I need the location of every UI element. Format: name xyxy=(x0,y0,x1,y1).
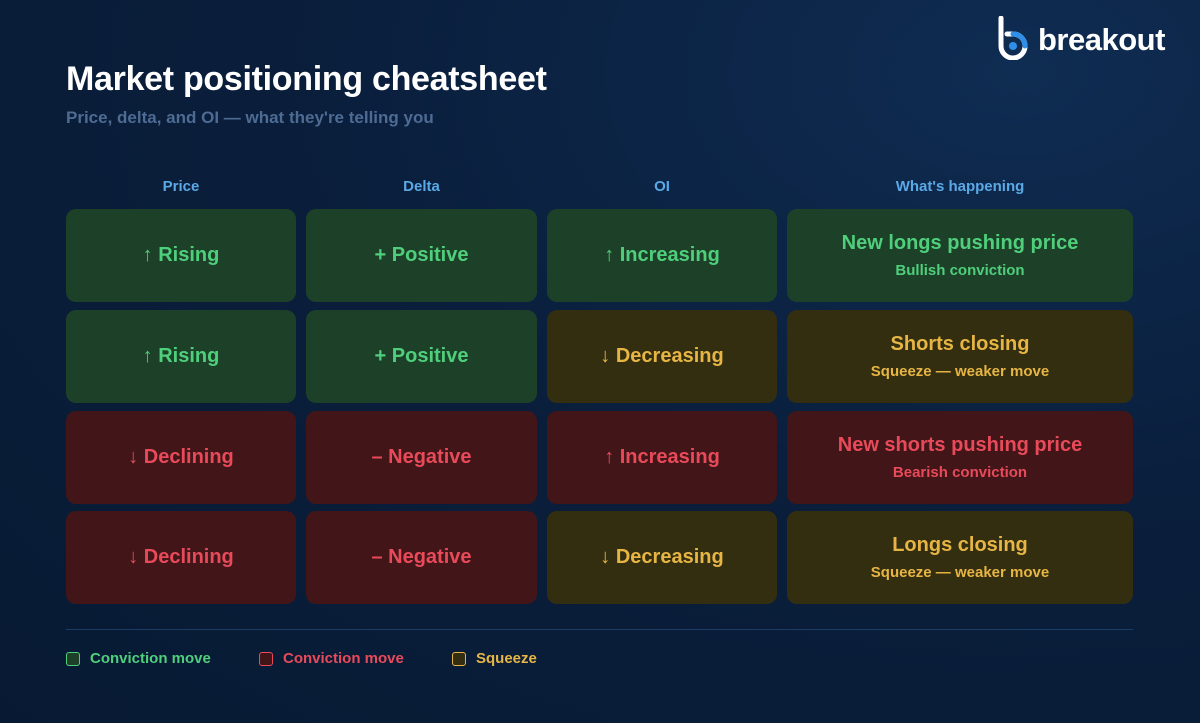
delta-value: – Negative xyxy=(371,546,472,568)
price-value: ↑ Rising xyxy=(142,345,220,367)
happening-note: Squeeze — weaker move xyxy=(870,564,1050,581)
oi-value: ↑ Increasing xyxy=(604,446,720,468)
table-cell-oi: ↓ Decreasing xyxy=(547,310,777,403)
table-cell-oi: ↑ Increasing xyxy=(547,209,777,302)
delta-value: + Positive xyxy=(374,244,469,266)
happening-title: Longs closing xyxy=(892,534,1028,556)
table-cell-price: ↑ Rising xyxy=(66,310,296,403)
happening-note: Bearish conviction xyxy=(892,464,1028,481)
happening-note: Bullish conviction xyxy=(895,262,1025,279)
table-cell-price: ↑ Rising xyxy=(66,209,296,302)
oi-value: ↓ Decreasing xyxy=(600,546,724,568)
oi-value: ↑ Increasing xyxy=(604,244,720,266)
table-cell-delta: + Positive xyxy=(306,310,537,403)
brand-logo: breakout xyxy=(996,16,1165,60)
legend-item-yellow: Squeeze xyxy=(452,650,537,667)
legend-item-green: Conviction move xyxy=(66,650,211,667)
happening-title: New shorts pushing price xyxy=(837,434,1083,456)
table-cell-happening: New longs pushing price Bullish convictio… xyxy=(787,209,1133,302)
table-cell-happening: New shorts pushing price Bearish convicti… xyxy=(787,411,1133,504)
legend-label: Conviction move xyxy=(283,650,404,667)
legend-label: Conviction move xyxy=(90,650,211,667)
delta-value: – Negative xyxy=(371,446,472,468)
column-header-price: Price xyxy=(162,178,200,195)
table-cell-delta: – Negative xyxy=(306,511,537,604)
table-cell-price: ↓ Declining xyxy=(66,511,296,604)
divider xyxy=(66,629,1133,630)
brand-name: breakout xyxy=(1038,22,1165,57)
legend-label: Squeeze xyxy=(476,650,537,667)
legend-item-red: Conviction move xyxy=(259,650,404,667)
table-cell-oi: ↑ Increasing xyxy=(547,411,777,504)
price-value: ↓ Declining xyxy=(128,446,234,468)
table-cell-price: ↓ Declining xyxy=(66,411,296,504)
table-cell-happening: Shorts closing Squeeze — weaker move xyxy=(787,310,1133,403)
table-cell-delta: – Negative xyxy=(306,411,537,504)
column-header-oi: OI xyxy=(654,178,670,195)
page-subtitle: Price, delta, and OI — what they're tell… xyxy=(66,108,434,127)
price-value: ↑ Rising xyxy=(142,244,220,266)
delta-value: + Positive xyxy=(374,345,469,367)
happening-title: New longs pushing price xyxy=(841,232,1079,254)
breakout-logo-icon xyxy=(998,16,1028,60)
column-header-delta: Delta xyxy=(403,178,440,195)
table-cell-happening: Longs closing Squeeze — weaker move xyxy=(787,511,1133,604)
table-cell-delta: + Positive xyxy=(306,209,537,302)
legend-swatch xyxy=(66,651,80,666)
legend-swatch xyxy=(259,651,273,666)
page-title: Market positioning cheatsheet xyxy=(66,60,547,98)
column-header-happening: What's happening xyxy=(895,178,1025,195)
happening-title: Shorts closing xyxy=(890,333,1030,355)
oi-value: ↓ Decreasing xyxy=(600,345,724,367)
table-cell-oi: ↓ Decreasing xyxy=(547,511,777,604)
happening-note: Squeeze — weaker move xyxy=(870,363,1050,380)
price-value: ↓ Declining xyxy=(128,546,234,568)
legend-swatch xyxy=(452,651,466,666)
